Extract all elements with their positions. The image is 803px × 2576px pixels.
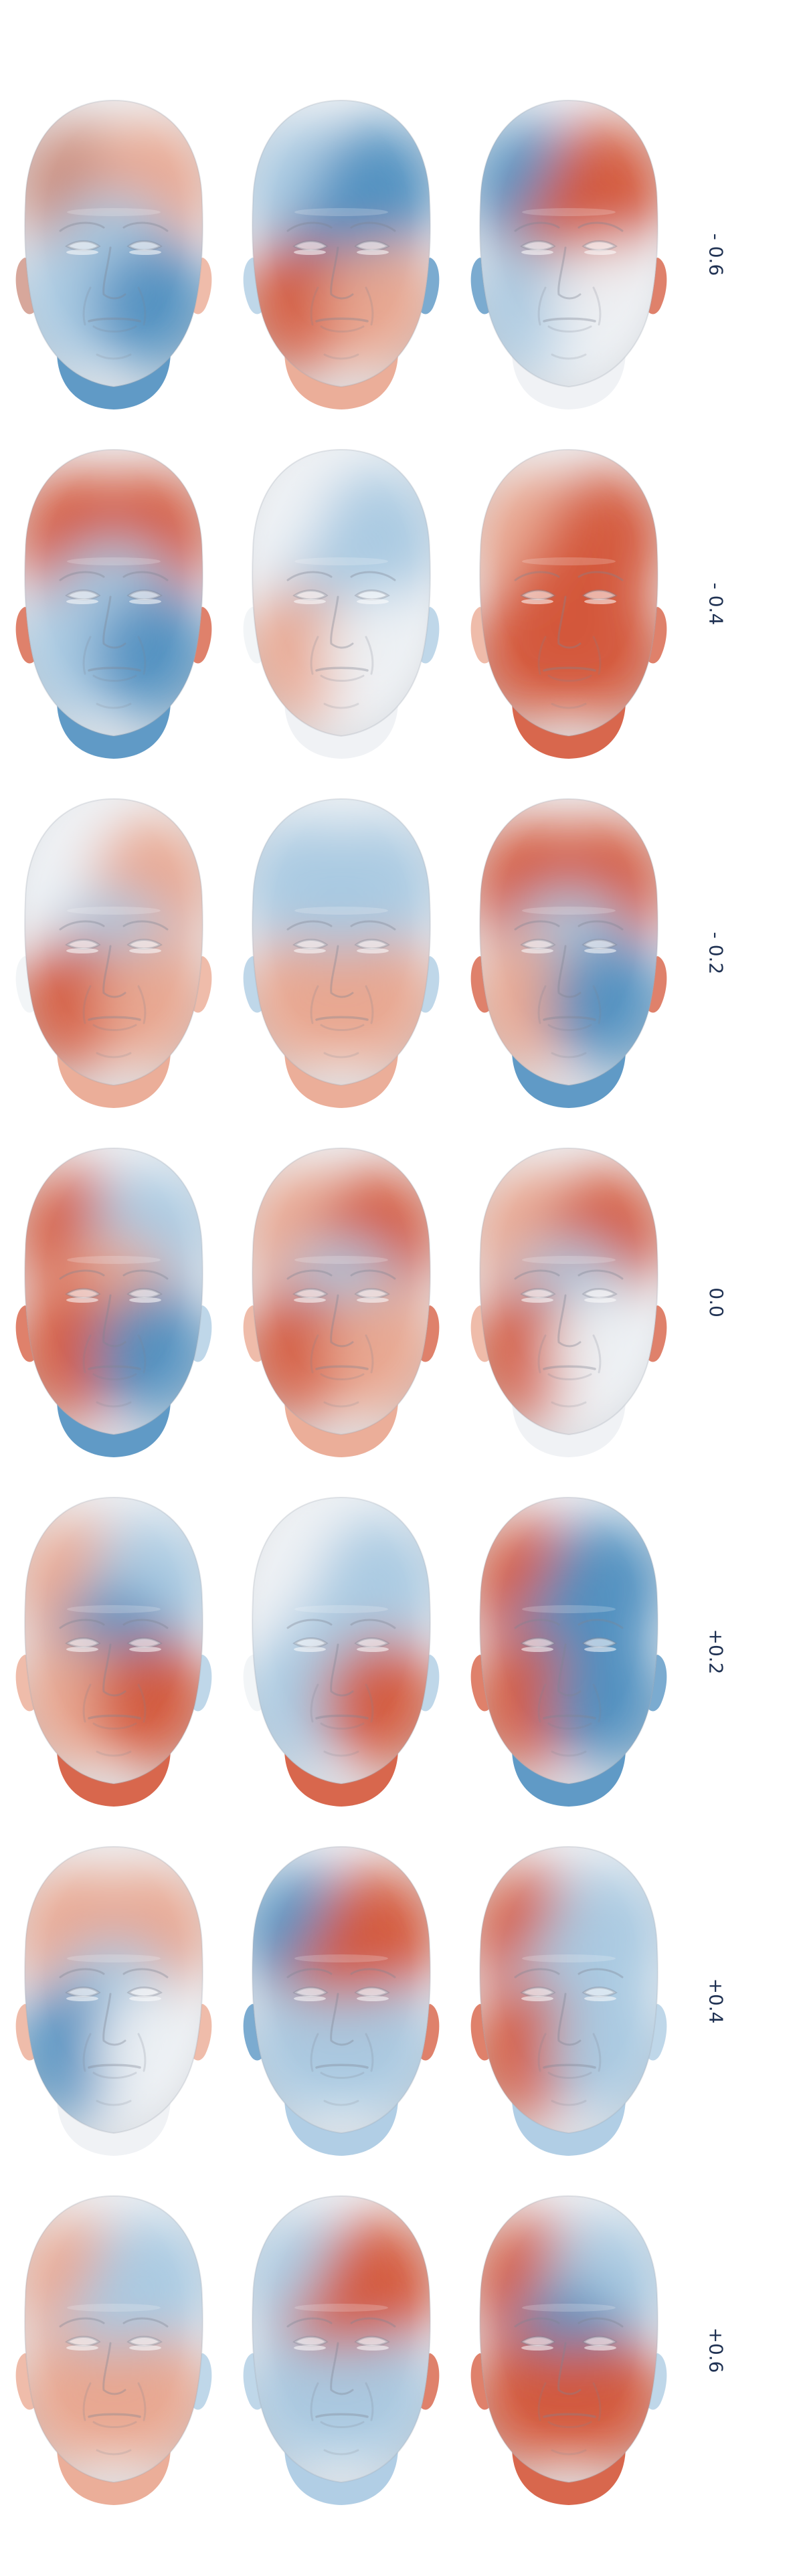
face-render <box>15 448 212 759</box>
face-render <box>15 1147 212 1457</box>
face-y <box>238 2183 445 2517</box>
face-render <box>470 798 667 1108</box>
face-z <box>465 1484 673 1819</box>
face-x <box>10 87 217 422</box>
face-render <box>243 1845 440 2156</box>
face-y <box>238 1833 445 2168</box>
row-label-text: +0.4 <box>705 1978 727 2023</box>
face-render <box>470 1496 667 1807</box>
face-render <box>15 798 212 1108</box>
face-x <box>10 786 217 1120</box>
row-label: +0.2 <box>696 1584 736 1718</box>
face-z <box>465 2183 673 2517</box>
row-label-text: - 0.4 <box>705 582 727 625</box>
face-z <box>465 786 673 1120</box>
face-x <box>10 1833 217 2168</box>
face-y <box>238 1484 445 1819</box>
row-label-text: 0.0 <box>705 1287 727 1317</box>
row-label-text: +0.2 <box>705 1629 727 1674</box>
face-x <box>10 1484 217 1819</box>
face-y <box>238 786 445 1120</box>
face-render <box>243 798 440 1108</box>
row-label-text: +0.6 <box>705 2327 727 2373</box>
face-render <box>15 1845 212 2156</box>
face-render <box>15 1496 212 1807</box>
face-z <box>465 87 673 422</box>
face-render <box>470 1845 667 2156</box>
row-label: - 0.6 <box>696 187 736 321</box>
face-render <box>15 99 212 409</box>
face-y <box>238 87 445 422</box>
face-render <box>470 448 667 759</box>
row-label: - 0.4 <box>696 537 736 670</box>
face-render <box>243 1496 440 1807</box>
face-x <box>10 2183 217 2517</box>
face-y <box>238 1135 445 1469</box>
face-x <box>10 436 217 771</box>
face-z <box>465 1135 673 1469</box>
row-label: - 0.2 <box>696 886 736 1020</box>
face-render <box>15 2195 212 2505</box>
face-render <box>470 99 667 409</box>
face-z <box>465 436 673 771</box>
face-render <box>243 99 440 409</box>
row-label: 0.0 <box>696 1235 736 1369</box>
face-render <box>243 448 440 759</box>
face-render <box>243 2195 440 2505</box>
row-label: +0.4 <box>696 1934 736 2067</box>
row-label-text: - 0.2 <box>705 931 727 974</box>
face-y <box>238 436 445 771</box>
face-x <box>10 1135 217 1469</box>
row-label: +0.6 <box>696 2283 736 2417</box>
face-render <box>243 1147 440 1457</box>
face-render <box>470 1147 667 1457</box>
face-render <box>470 2195 667 2505</box>
face-z <box>465 1833 673 2168</box>
row-label-text: - 0.6 <box>705 233 727 276</box>
